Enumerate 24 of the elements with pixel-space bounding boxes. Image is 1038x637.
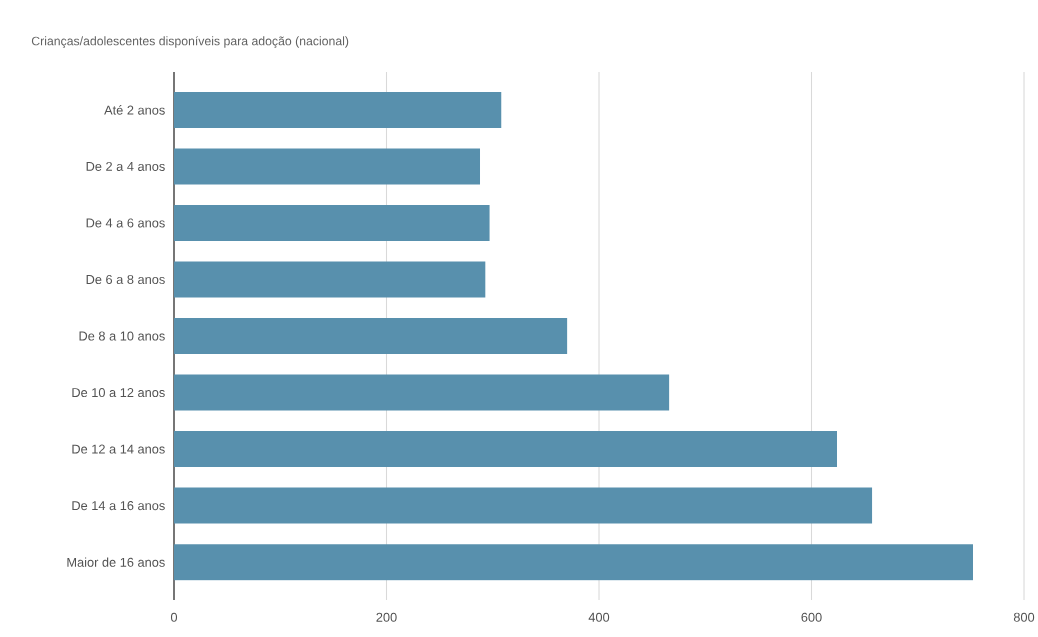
y-tick-label: Até 2 anos bbox=[104, 105, 165, 115]
bar bbox=[174, 204, 490, 241]
x-tick-label: 0 bbox=[170, 612, 178, 622]
x-tick-label: 400 bbox=[588, 612, 610, 622]
y-tick-label: Maior de 16 anos bbox=[67, 557, 165, 567]
y-tick-label: De 10 a 12 anos bbox=[72, 388, 165, 398]
bar bbox=[174, 374, 670, 411]
bar bbox=[174, 261, 486, 298]
x-tick-label: 200 bbox=[376, 612, 397, 622]
y-tick-label: De 12 a 14 anos bbox=[72, 444, 165, 454]
y-tick-label: De 4 a 6 anos bbox=[86, 218, 165, 228]
bar bbox=[174, 487, 873, 524]
y-tick-label: De 8 a 10 anos bbox=[79, 331, 165, 341]
bar bbox=[174, 544, 974, 581]
bar bbox=[174, 318, 568, 355]
bar bbox=[174, 148, 481, 185]
x-tick-label: 800 bbox=[1013, 612, 1035, 622]
y-tick-label: De 14 a 16 anos bbox=[72, 501, 165, 511]
chart-title: Crianças/adolescentes disponíveis para adoção (nacional) bbox=[31, 36, 349, 48]
y-tick-label: De 6 a 8 anos bbox=[86, 274, 165, 285]
bar bbox=[174, 91, 502, 128]
x-tick-label: 600 bbox=[801, 612, 822, 622]
y-tick-label: De 2 a 4 anos bbox=[86, 161, 165, 171]
bar bbox=[174, 431, 838, 468]
